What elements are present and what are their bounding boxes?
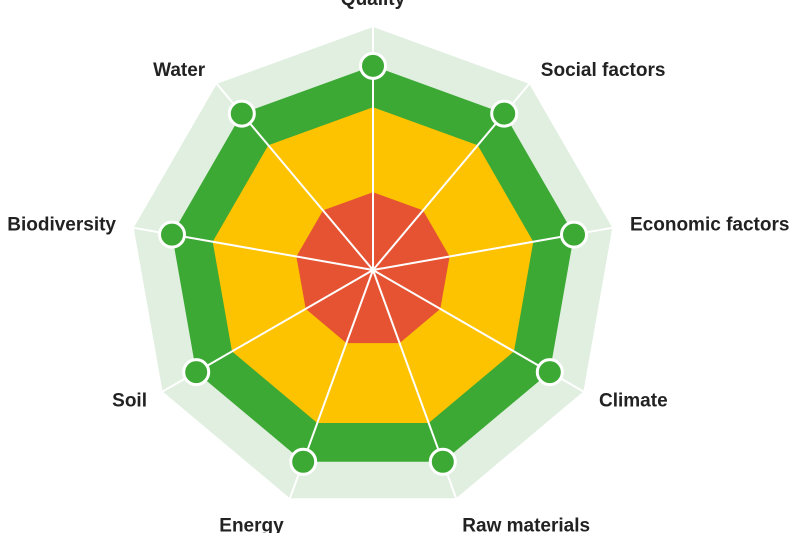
labels-layer: Quality Social factors Economic factors Cli… [7, 0, 789, 533]
data-point-biodiversity [158, 220, 186, 249]
axis-label-economic-factors: Economic factors [630, 215, 789, 236]
axis-label-energy: Energy [219, 515, 284, 533]
axis-label-water: Water [153, 60, 206, 81]
data-point-economic-factors [560, 220, 588, 249]
data-point-raw-materials [428, 447, 457, 476]
axis-label-climate: Climate [599, 391, 668, 412]
axis-label-raw-materials: Raw materials [462, 515, 590, 533]
axis-label-social-factors: Social factors [541, 60, 666, 81]
data-point-energy [289, 447, 318, 476]
axis-label-biodiversity: Biodiversity [7, 215, 116, 236]
axis-label-quality: Quality [341, 0, 406, 10]
data-point-water [227, 99, 256, 128]
axis-label-soil: Soil [112, 391, 147, 412]
markers-layer [158, 51, 588, 476]
data-point-soil [182, 358, 211, 387]
data-point-social-factors [490, 99, 519, 128]
data-point-climate [535, 358, 564, 387]
data-point-quality [359, 51, 387, 80]
